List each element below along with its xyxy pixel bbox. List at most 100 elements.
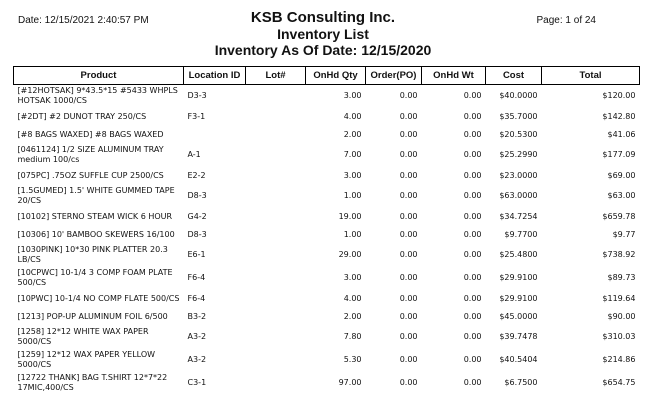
order-po-cell: 0.00	[399, 211, 418, 221]
location-cell: D3-3	[187, 91, 207, 101]
table-row: [075PC] .75OZ SUFFLE CUP 2500/CS E2-2 3.00…	[14, 167, 640, 185]
total-cell: $177.09	[602, 150, 636, 159]
table-row: [#8 BAGS WAXED] #8 BAGS WAXED 2.00 0.00 0.0…	[14, 126, 640, 144]
product-cell: [1030PINK] 10*30 PINK PLATTER 20.3 LB/CS	[17, 245, 168, 264]
location-cell: F6-4	[187, 273, 206, 282]
table-row: [#12HOTSAK] 9*43.5*15 #5433 WHPLS HOTSAK…	[14, 85, 640, 108]
cost-cell: $35.7000	[499, 111, 538, 121]
order-po-cell: 0.00	[399, 378, 418, 387]
table-row: [10306] 10' BAMBOO SKEWERS 16/100 D8-3 1.0…	[14, 226, 640, 244]
product-cell: [1258] 12*12 WHITE WAX PAPER 5000/CS	[17, 327, 149, 346]
location-cell	[184, 126, 246, 144]
product-cell: [1213] POP-UP ALUMINUM FOIL 6/500	[17, 311, 168, 321]
onhd-qty-cell: 97.00	[338, 378, 362, 387]
cost-cell: $9.7700	[504, 229, 538, 239]
lot-cell	[246, 244, 306, 267]
product-cell: [#2DT] #2 DUNOT TRAY 250/CS	[17, 111, 147, 121]
product-cell: [#8 BAGS WAXED] #8 BAGS WAXED	[17, 129, 164, 139]
company-name: KSB Consulting Inc.	[250, 9, 396, 26]
column-header-onhd-qty: OnHd Qty	[305, 66, 366, 85]
lot-cell	[246, 308, 306, 326]
table-row: [1213] POP-UP ALUMINUM FOIL 6/500 B3-2 2.0…	[14, 308, 640, 326]
onhd-wt-cell: 0.00	[463, 229, 482, 239]
order-po-cell: 0.00	[399, 150, 418, 159]
location-cell: D8-3	[187, 191, 207, 200]
onhd-qty-cell: 2.00	[343, 311, 362, 321]
total-cell: $654.75	[602, 378, 636, 387]
onhd-qty-cell: 7.00	[343, 150, 362, 159]
order-po-cell: 0.00	[399, 229, 418, 239]
location-cell: E6-1	[187, 250, 206, 259]
order-po-cell: 0.00	[399, 129, 418, 139]
table-row: [10PWC] 10-1/4 NO COMP FLATE 500/CS F6-4 4…	[14, 290, 640, 308]
lot-cell	[246, 326, 306, 349]
cost-cell: $45.0000	[499, 311, 538, 321]
lot-cell	[246, 267, 306, 290]
total-cell: $120.00	[602, 91, 636, 101]
onhd-qty-cell: 29.00	[338, 250, 362, 259]
cost-cell: $25.2990	[499, 150, 538, 159]
table-row: [1030PINK] 10*30 PINK PLATTER 20.3 LB/CS…	[14, 244, 640, 267]
cost-cell: $6.7500	[504, 378, 538, 387]
report-title-block: KSB Consulting Inc. Inventory List Inven…	[0, 9, 646, 59]
onhd-wt-cell: 0.00	[463, 311, 482, 321]
total-cell: $90.00	[607, 311, 636, 321]
column-header-total: Total	[541, 66, 640, 85]
onhd-qty-cell: 1.00	[343, 191, 362, 200]
total-cell: $69.00	[607, 170, 636, 180]
onhd-qty-cell: 3.00	[343, 273, 362, 282]
location-cell: C3-1	[187, 378, 207, 387]
cost-cell: $40.0000	[499, 91, 538, 101]
lot-cell	[246, 167, 306, 185]
report-subtitle: Inventory As Of Date: 12/15/2020	[214, 42, 432, 58]
table-row: [12722 THANK] BAG T.SHIRT 12*7*22 17MIC,…	[14, 372, 640, 395]
column-header-location: Location ID	[183, 66, 246, 85]
cost-cell: $29.9100	[499, 293, 538, 303]
order-po-cell: 0.00	[399, 91, 418, 101]
cost-cell: $20.5300	[499, 129, 538, 139]
order-po-cell: 0.00	[399, 273, 418, 282]
column-header-onhd-wt: OnHd Wt	[421, 66, 486, 85]
table-row: [10102] STERNO STEAM WICK 6 HOUR G4-2 19.0…	[14, 208, 640, 226]
table-row: [0461124] 1/2 SIZE ALUMINUM TRAY medium …	[14, 144, 640, 167]
lot-cell	[246, 185, 306, 208]
location-cell: B3-2	[187, 311, 207, 321]
table-row: [10CPWC] 10-1/4 3 COMP FOAM PLATE 500/CS…	[14, 267, 640, 290]
location-cell: A3-2	[187, 355, 207, 364]
cost-cell: $40.5404	[499, 355, 538, 364]
table-row: [1258] 12*12 WHITE WAX PAPER 5000/CS A3-2…	[14, 326, 640, 349]
inventory-rows: [#12HOTSAK] 9*43.5*15 #5433 WHPLS HOTSAK…	[14, 85, 640, 395]
onhd-qty-cell: 2.00	[343, 129, 362, 139]
total-cell: $310.03	[602, 332, 636, 341]
lot-cell	[246, 349, 306, 372]
cost-cell: $63.0000	[499, 191, 538, 200]
onhd-wt-cell: 0.00	[463, 378, 482, 387]
table-header-row: Product Location ID Lot# OnHd Qty Order(…	[13, 66, 640, 85]
onhd-wt-cell: 0.00	[463, 250, 482, 259]
total-cell: $214.86	[602, 355, 636, 364]
cost-cell: $39.7478	[499, 332, 538, 341]
lot-cell	[246, 372, 306, 395]
product-cell: [#12HOTSAK] 9*43.5*15 #5433 WHPLS HOTSAK…	[17, 86, 178, 106]
onhd-wt-cell: 0.00	[463, 355, 482, 364]
inventory-table: Product Location ID Lot# OnHd Qty Order(…	[13, 66, 640, 395]
order-po-cell: 0.00	[399, 111, 418, 121]
cost-cell: $23.0000	[499, 170, 538, 180]
order-po-cell: 0.00	[399, 250, 418, 259]
total-cell: $738.92	[602, 250, 636, 259]
total-cell: $89.73	[607, 273, 636, 282]
onhd-qty-cell: 1.00	[343, 229, 362, 239]
product-cell: [075PC] .75OZ SUFFLE CUP 2500/CS	[17, 170, 164, 180]
total-cell: $119.64	[602, 293, 636, 303]
product-cell: [10PWC] 10-1/4 NO COMP FLATE 500/CS	[17, 293, 180, 303]
table-row: [1259] 12*12 WAX PAPER YELLOW 5000/CS A3-…	[14, 349, 640, 372]
onhd-wt-cell: 0.00	[463, 191, 482, 200]
cost-cell: $25.4800	[499, 250, 538, 259]
onhd-qty-cell: 7.80	[343, 332, 362, 341]
column-header-order-po: Order(PO)	[365, 66, 422, 85]
total-cell: $41.06	[607, 129, 636, 139]
order-po-cell: 0.00	[399, 311, 418, 321]
onhd-wt-cell: 0.00	[463, 111, 482, 121]
page-number: Page: 1 of 24	[536, 15, 597, 26]
